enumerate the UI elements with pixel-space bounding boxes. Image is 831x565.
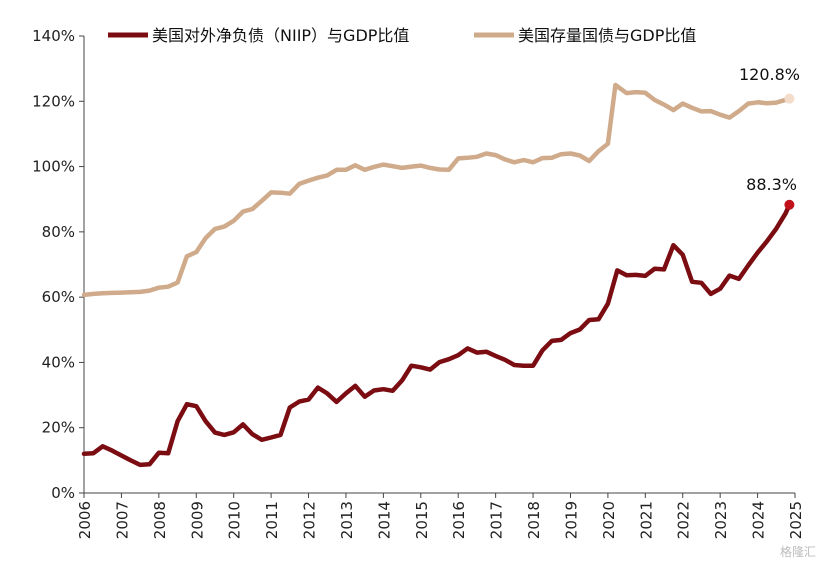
x-tick-label: 2025 bbox=[787, 501, 805, 539]
x-tick-label: 2024 bbox=[750, 501, 768, 539]
x-tick-label: 2013 bbox=[338, 501, 356, 539]
end-label-treasury-debt: 120.8% bbox=[739, 65, 800, 84]
series-end-marker-treasury-debt bbox=[784, 93, 795, 104]
y-tick-label: 40% bbox=[42, 353, 75, 371]
end-label-niip: 88.3% bbox=[746, 175, 797, 194]
legend-label-niip: 美国对外净负债（NIIP）与GDP比值 bbox=[152, 26, 409, 45]
x-tick-label: 2009 bbox=[188, 501, 206, 539]
legend-label-treasury-debt: 美国存量国债与GDP比值 bbox=[518, 26, 696, 45]
x-tick-label: 2015 bbox=[413, 501, 431, 539]
series-line-niip bbox=[81, 202, 792, 468]
y-tick-label: 120% bbox=[32, 92, 75, 110]
x-tick-label: 2007 bbox=[113, 501, 131, 539]
watermark: 格隆汇 bbox=[780, 544, 816, 559]
x-tick-label: 2018 bbox=[525, 501, 543, 539]
x-tick-label: 2021 bbox=[637, 501, 655, 539]
series-end-marker-niip bbox=[784, 199, 795, 210]
legend: 美国对外净负债（NIIP）与GDP比值 美国存量国债与GDP比值 bbox=[108, 26, 696, 45]
y-tick-label: 140% bbox=[32, 27, 75, 45]
x-tick-label: 2010 bbox=[226, 501, 244, 539]
y-tick-label: 100% bbox=[32, 158, 75, 176]
x-tick-label: 2008 bbox=[151, 501, 169, 539]
x-tick-label: 2019 bbox=[562, 501, 580, 539]
x-tick-label: 2016 bbox=[450, 501, 468, 539]
x-tick-label: 2011 bbox=[263, 501, 281, 539]
axes: 0% 20% 40% 60% 80% 100% 120% 140% 2006 2007 2008 20… bbox=[32, 27, 805, 539]
y-tick-label: 20% bbox=[42, 419, 75, 437]
x-tick-label: 2020 bbox=[600, 501, 618, 539]
x-tick-label: 2023 bbox=[712, 501, 730, 539]
y-tick-label: 0% bbox=[51, 484, 75, 502]
x-tick-label: 2006 bbox=[76, 501, 94, 539]
y-tick-label: 60% bbox=[42, 288, 75, 306]
x-tick-label: 2012 bbox=[301, 501, 319, 539]
x-tick-label: 2014 bbox=[375, 501, 393, 539]
series-layer bbox=[81, 82, 795, 468]
x-tick-label: 2017 bbox=[488, 501, 506, 539]
series-line-treasury-debt bbox=[81, 82, 792, 298]
y-tick-label: 80% bbox=[42, 223, 75, 241]
x-tick-label: 2022 bbox=[675, 501, 693, 539]
